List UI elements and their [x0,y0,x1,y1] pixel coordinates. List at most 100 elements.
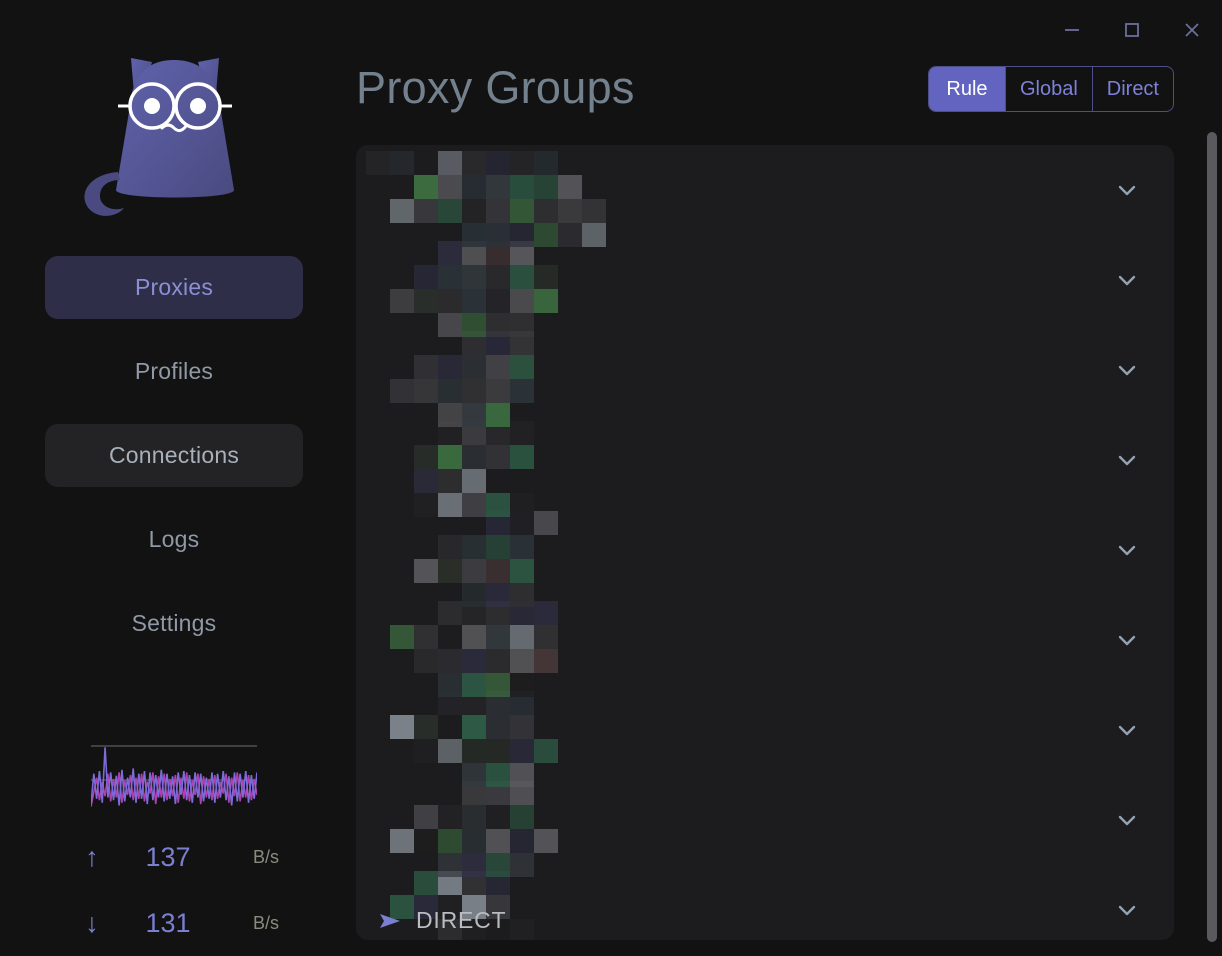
mosaic-block [414,649,438,673]
download-speed-unit: B/s [252,912,279,933]
mosaic-block [510,421,534,445]
mosaic-block [486,649,510,673]
chevron-down-icon[interactable] [1114,807,1140,833]
mosaic-block [462,355,486,379]
sidebar-item-settings[interactable]: Settings [45,592,303,655]
upload-speed-value: 137 [145,841,191,872]
mosaic-block [510,559,534,583]
mosaic-block [414,265,438,289]
proxy-group-row[interactable] [356,145,1174,247]
mosaic-block [510,829,534,853]
chevron-down-icon[interactable] [1114,627,1140,653]
mosaic-block [486,289,510,313]
sidebar-item-label: Profiles [134,358,214,384]
mosaic-block [414,715,438,739]
chevron-down-icon[interactable] [1114,717,1140,743]
mosaic-block [438,403,462,427]
mosaic-block [462,583,486,607]
mosaic-block [438,265,462,289]
mosaic-block [438,493,462,517]
maximize-icon[interactable] [1114,12,1150,48]
mosaic-block [438,445,462,469]
minimize-icon[interactable] [1054,12,1090,48]
proxy-group-row[interactable] [356,685,1174,787]
traffic-download-row: ↓ 131 B/s [69,896,279,950]
mode-button-rule[interactable]: Rule [928,67,1005,111]
mosaic-block [486,829,510,853]
mosaic-block [582,223,606,247]
mosaic-block [462,151,486,175]
sidebar-item-connections[interactable]: Connections [45,424,303,487]
mosaic-block [438,895,462,919]
mosaic-block [462,829,486,853]
proxy-group-row[interactable] [356,325,1174,427]
mosaic-block [534,511,558,535]
sidebar-item-profiles[interactable]: Profiles [45,340,303,403]
mosaic-block [558,223,582,247]
chevron-down-icon[interactable] [1114,267,1140,293]
mosaic-block [390,289,414,313]
mosaic-block [462,853,486,877]
mosaic-block [582,175,606,199]
mosaic-block [510,763,534,787]
mosaic-block [462,469,486,493]
mode-button-label: Global [1019,77,1078,100]
chevron-down-icon[interactable] [1114,447,1140,473]
mosaic-block [438,829,462,853]
mosaic-block [414,199,438,223]
chevron-down-icon[interactable] [1114,537,1140,563]
mosaic-block [390,469,414,493]
mosaic-block [414,289,438,313]
mosaic-block [510,151,534,175]
mosaic-block [486,895,510,919]
mosaic-block [462,493,486,517]
mosaic-block [486,715,510,739]
sidebar: Proxies Profiles Connections Logs Settin… [0,0,348,956]
sidebar-item-logs[interactable]: Logs [45,508,303,571]
mosaic-block [510,493,534,517]
chevron-down-icon[interactable] [1114,177,1140,203]
mosaic-block [438,853,462,877]
mosaic-block [486,445,510,469]
mode-button-direct[interactable]: Direct [1091,67,1173,111]
mode-button-global[interactable]: Global [1004,67,1092,111]
proxy-group-row[interactable] [356,235,1174,337]
mosaic-block [486,223,510,247]
mosaic-block [414,493,438,517]
mosaic-block [534,625,558,649]
mosaic-block [438,241,462,265]
censored-content [366,511,1066,607]
mosaic-block [510,919,534,940]
chevron-down-icon[interactable] [1114,357,1140,383]
chevron-down-icon[interactable] [1114,897,1140,923]
proxy-group-row[interactable] [356,595,1174,697]
arrow-down-icon: ↓ [85,907,99,938]
mosaic-block [510,853,534,877]
mosaic-block [390,715,414,739]
mosaic-block [462,223,486,247]
proxy-group-row[interactable] [356,775,1174,877]
mosaic-block [438,739,462,763]
mosaic-block [486,313,510,337]
censored-content [366,151,1066,247]
mosaic-block [510,649,534,673]
mode-button-label: Direct [1106,77,1159,100]
mosaic-block [510,583,534,607]
mosaic-block [486,739,510,763]
scrollbar-thumb[interactable] [1207,132,1217,942]
mosaic-block [486,673,510,697]
mosaic-block [438,649,462,673]
mosaic-block [462,289,486,313]
mosaic-block [486,763,510,787]
close-icon[interactable] [1174,12,1210,48]
mosaic-block [534,649,558,673]
sidebar-item-proxies[interactable]: Proxies [45,256,303,319]
page-title: Proxy Groups [356,62,635,113]
vertical-scrollbar[interactable] [1206,130,1218,948]
mosaic-block [462,919,486,940]
download-speed-value: 131 [145,907,191,938]
proxy-groups-list[interactable]: DIRECT [356,145,1174,940]
proxy-group-row[interactable] [356,505,1174,607]
direct-entry[interactable]: DIRECT [378,907,506,934]
proxy-group-row[interactable] [356,415,1174,517]
